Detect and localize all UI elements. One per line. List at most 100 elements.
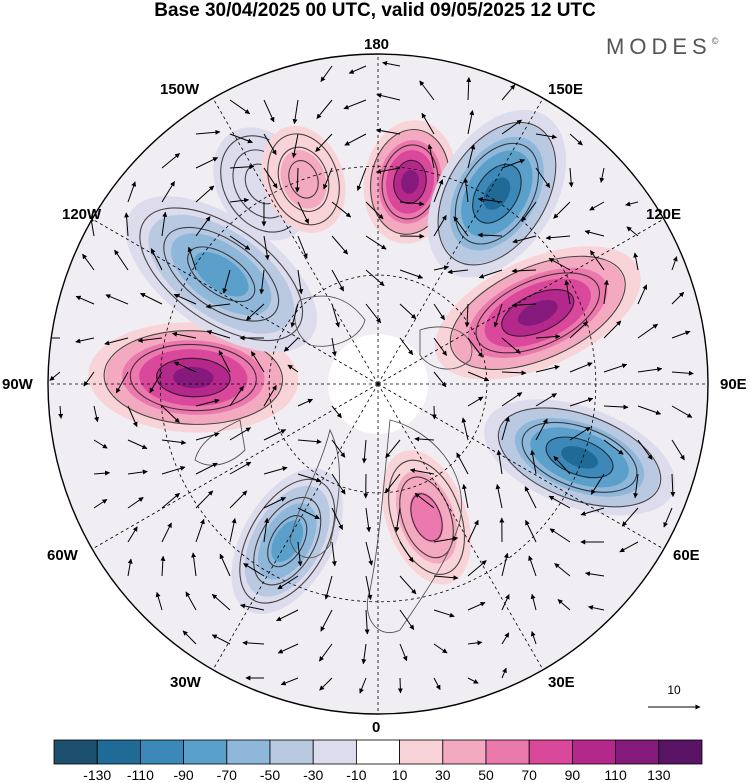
wind-vector	[603, 279, 609, 305]
wind-vector	[501, 158, 526, 169]
wind-vector	[161, 492, 180, 509]
wind-vector	[297, 398, 314, 407]
wind-vector	[149, 371, 163, 394]
colorbar-tick-label: 110	[604, 767, 627, 783]
wind-vector	[603, 404, 629, 410]
brand-mark: ©	[711, 36, 719, 46]
wind-vector	[501, 416, 510, 441]
wind-vector	[320, 65, 333, 82]
wind-vector	[501, 667, 507, 679]
wind-vector	[477, 196, 503, 203]
wind-vector	[195, 216, 211, 237]
wind-vector	[397, 677, 403, 694]
wind-vector	[218, 350, 231, 373]
label-150e: 150E	[548, 81, 584, 98]
coastline	[194, 419, 246, 466]
wind-vector	[161, 153, 180, 169]
wind-vector	[297, 269, 304, 295]
wind-vector	[365, 235, 387, 250]
wind-vector	[229, 518, 237, 543]
anomaly-center	[434, 246, 641, 380]
wind-vector	[195, 157, 219, 169]
wind-vector	[323, 167, 333, 190]
wind-vector	[297, 507, 320, 520]
anomaly-center	[427, 109, 567, 278]
wind-vector	[93, 470, 111, 476]
wind-vector	[195, 518, 205, 543]
wind-vector	[331, 337, 337, 357]
wind-vector	[365, 303, 382, 324]
wind-vector	[161, 465, 186, 475]
wind-vector	[127, 469, 148, 475]
wind-vector	[297, 235, 308, 259]
wind-vector	[242, 640, 265, 646]
wind-vector	[58, 405, 64, 419]
wind-vector	[399, 337, 414, 356]
colorbar-swatch	[226, 739, 271, 765]
wind-vector	[467, 144, 476, 169]
wind-vector	[365, 507, 372, 533]
wind-vector	[161, 181, 175, 203]
wind-vector	[603, 439, 624, 455]
wind-vector	[467, 601, 486, 611]
wind-vector	[548, 257, 571, 271]
wind-vector	[671, 256, 678, 271]
colorbar-swatch	[96, 739, 141, 765]
wind-vector	[356, 167, 367, 191]
wind-vector	[127, 558, 133, 577]
wind-vector	[399, 609, 415, 631]
colorbar-swatch	[528, 739, 573, 765]
wind-vector	[375, 128, 401, 135]
meridian-line	[377, 218, 664, 385]
colorbar-swatch	[485, 739, 530, 765]
colorbar-tick-label: -90	[173, 767, 194, 783]
wind-vector	[365, 575, 373, 601]
anomaly-center	[363, 120, 457, 244]
wind-vector	[501, 392, 523, 407]
wind-vector	[511, 268, 537, 274]
wind-vector	[626, 226, 639, 237]
wind-vector	[521, 201, 537, 222]
wind-vector	[433, 643, 448, 654]
wind-vector	[671, 370, 694, 376]
colorbar-swatch	[53, 739, 98, 765]
wind-vector	[535, 334, 561, 340]
wind-vector	[477, 232, 503, 238]
wind-vector	[637, 284, 648, 305]
wind-vector	[467, 337, 483, 358]
colorbar-tick-label: -110	[126, 767, 154, 783]
wind-vector	[297, 439, 322, 445]
coastline	[294, 295, 366, 347]
wind-vector	[493, 303, 503, 328]
wind-vector	[671, 439, 685, 461]
wind-vector	[589, 201, 605, 211]
wind-vector	[331, 303, 340, 328]
colorbar-swatch	[183, 739, 228, 765]
wind-vector	[433, 536, 459, 543]
wind-vector	[182, 630, 197, 645]
wind-vector	[461, 417, 469, 441]
wind-vector	[222, 269, 231, 294]
wind-vector	[385, 439, 401, 459]
colorbar-tick-label: 10	[391, 767, 408, 783]
colorbar-swatch	[658, 739, 703, 765]
label-150w: 150W	[160, 81, 200, 98]
wind-vector	[589, 250, 605, 271]
wind-vector	[49, 371, 61, 381]
wind-vector	[263, 167, 278, 189]
label-120w: 120W	[62, 206, 102, 223]
wind-vector	[637, 439, 653, 460]
wind-vector	[195, 432, 220, 441]
wind-vector	[173, 293, 197, 305]
wind-vector	[297, 473, 322, 483]
wind-vector	[229, 164, 255, 170]
map-border	[47, 53, 709, 715]
wind-vector	[229, 385, 244, 407]
wind-vector	[553, 455, 571, 475]
wind-vector	[229, 235, 251, 251]
wind-vector	[331, 235, 349, 255]
wind-vector	[530, 593, 537, 611]
wind-vector	[277, 643, 299, 654]
wind-vector	[637, 323, 659, 339]
wind-vector	[633, 252, 639, 271]
